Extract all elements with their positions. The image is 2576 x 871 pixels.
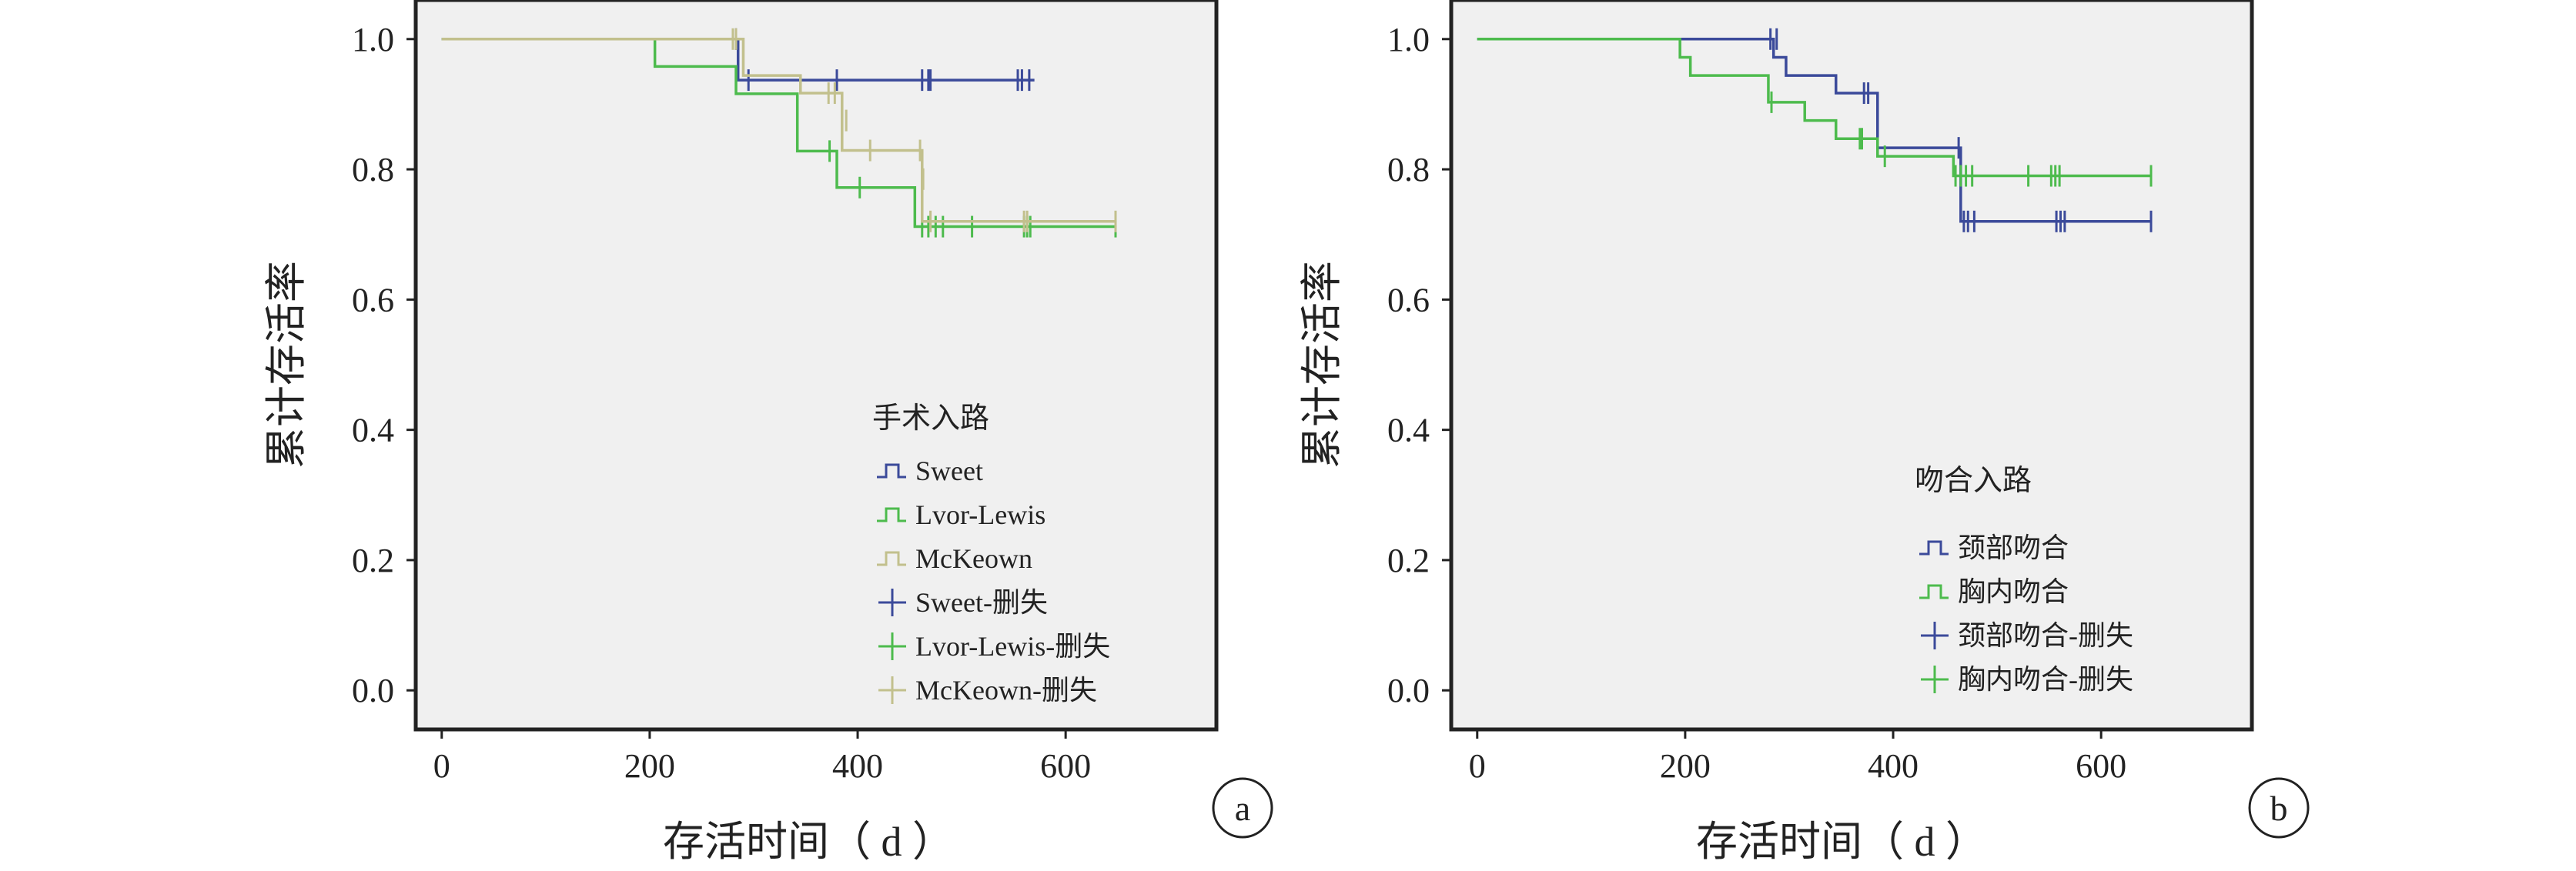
y-tick-label-a: 0.4 (352, 412, 394, 449)
legend-item-sweet-删失: Sweet-删失 (878, 587, 1048, 618)
legend-item-lvor-lewis: Lvor-Lewis (877, 499, 1045, 530)
plot-area-b (1449, 0, 2254, 732)
y-tick-label-a: 0.2 (352, 542, 394, 579)
legend-a: 手术入路 Sweet Lvor-Lewis McKeown Sweet-删失 Lvor-… (872, 402, 1110, 706)
legend-label: Lvor-Lewis-删失 (915, 631, 1110, 662)
legend-label: McKeown-删失 (915, 675, 1097, 706)
legend-step-icon (1919, 584, 1949, 599)
legend-label: McKeown (915, 543, 1032, 574)
series-group-b (1477, 28, 2153, 232)
y-axis-title-b: 累计存活率 (1299, 261, 1345, 469)
panel-label-a-text: a (1235, 789, 1250, 828)
legend-item-颈部吻合-删失: 颈部吻合-删失 (1921, 620, 2133, 651)
x-axis-title-a: 存活时间（ d ） (663, 819, 954, 865)
y-tick-label-a: 0.6 (352, 281, 394, 319)
panel-label-b: b (2248, 777, 2310, 839)
plot-area-a (413, 0, 1219, 732)
legend-item-mckeown-删失: McKeown-删失 (878, 675, 1097, 706)
x-axis-title-b: 存活时间（ d ） (1696, 819, 1987, 865)
y-axis-title-a: 累计存活率 (263, 261, 309, 469)
panel-label-b-text: b (2270, 789, 2288, 828)
legend-label: 颈部吻合 (1958, 532, 2069, 563)
km-curve-lvor-lewis (441, 38, 1116, 229)
legend-item-胸内吻合-删失: 胸内吻合-删失 (1921, 664, 2133, 695)
x-tick-label-b: 200 (1660, 747, 1711, 785)
y-tick-label-b: 0.4 (1387, 412, 1430, 449)
x-tick-label-b: 600 (2076, 747, 2126, 785)
km-curve-胸内吻合 (1477, 38, 2151, 178)
legend-step-icon (877, 551, 906, 566)
legend-step-icon (877, 507, 906, 522)
x-tick-label-b: 0 (1469, 747, 1486, 785)
legend-item-lvor-lewis-删失: Lvor-Lewis-删失 (878, 631, 1110, 662)
legend-item-sweet: Sweet (877, 456, 983, 486)
legend-label: Lvor-Lewis (915, 499, 1045, 530)
x-tick-label-a: 400 (832, 747, 883, 785)
legend-item-mckeown: McKeown (877, 543, 1032, 574)
x-axis-b: 0 200 400 600 (1469, 729, 2126, 785)
y-tick-label-b: 0.6 (1387, 281, 1430, 319)
y-tick-label-a: 0.8 (352, 151, 394, 189)
legend-label: 颈部吻合-删失 (1958, 620, 2133, 651)
legend-item-胸内吻合: 胸内吻合 (1919, 576, 2069, 607)
x-tick-label-a: 600 (1040, 747, 1091, 785)
y-tick-label-a: 1.0 (352, 21, 394, 58)
y-tick-label-a: 0.0 (352, 672, 394, 709)
legend-label: Sweet-删失 (915, 587, 1048, 618)
legend-label: 胸内吻合-删失 (1958, 664, 2133, 695)
panel-b: 0.0 0.2 0.4 0.6 0.8 1.0 0 200 400 600 吻合入路 颈部吻合胸… (1299, 0, 2310, 865)
y-axis-b: 0.0 0.2 0.4 0.6 0.8 1.0 (1387, 21, 1451, 709)
panel-a: 0.0 0.2 0.4 0.6 0.8 1.0 0 200 400 600 手术入路 Sweet… (263, 0, 1273, 865)
x-tick-label-a: 0 (433, 747, 450, 785)
y-tick-label-b: 0.0 (1387, 672, 1430, 709)
legend-title-a: 手术入路 (872, 402, 989, 435)
y-tick-label-b: 0.2 (1387, 542, 1430, 579)
y-tick-label-b: 1.0 (1387, 21, 1430, 58)
y-tick-label-b: 0.8 (1387, 151, 1430, 189)
legend-label: Sweet (915, 456, 983, 486)
legend-step-icon (1919, 540, 1949, 556)
legend-step-icon (877, 463, 906, 479)
y-axis-a: 0.0 0.2 0.4 0.6 0.8 1.0 (352, 21, 416, 709)
series-group-a (441, 28, 1117, 238)
legend-title-b: 吻合入路 (1915, 465, 2032, 497)
km-curve-颈部吻合 (1477, 38, 2151, 223)
x-axis-a: 0 200 400 600 (433, 729, 1091, 785)
panel-label-a: a (1212, 777, 1273, 839)
legend-label: 胸内吻合 (1958, 576, 2069, 607)
legend-item-颈部吻合: 颈部吻合 (1919, 532, 2069, 563)
x-tick-label-a: 200 (624, 747, 675, 785)
x-tick-label-b: 400 (1868, 747, 1919, 785)
